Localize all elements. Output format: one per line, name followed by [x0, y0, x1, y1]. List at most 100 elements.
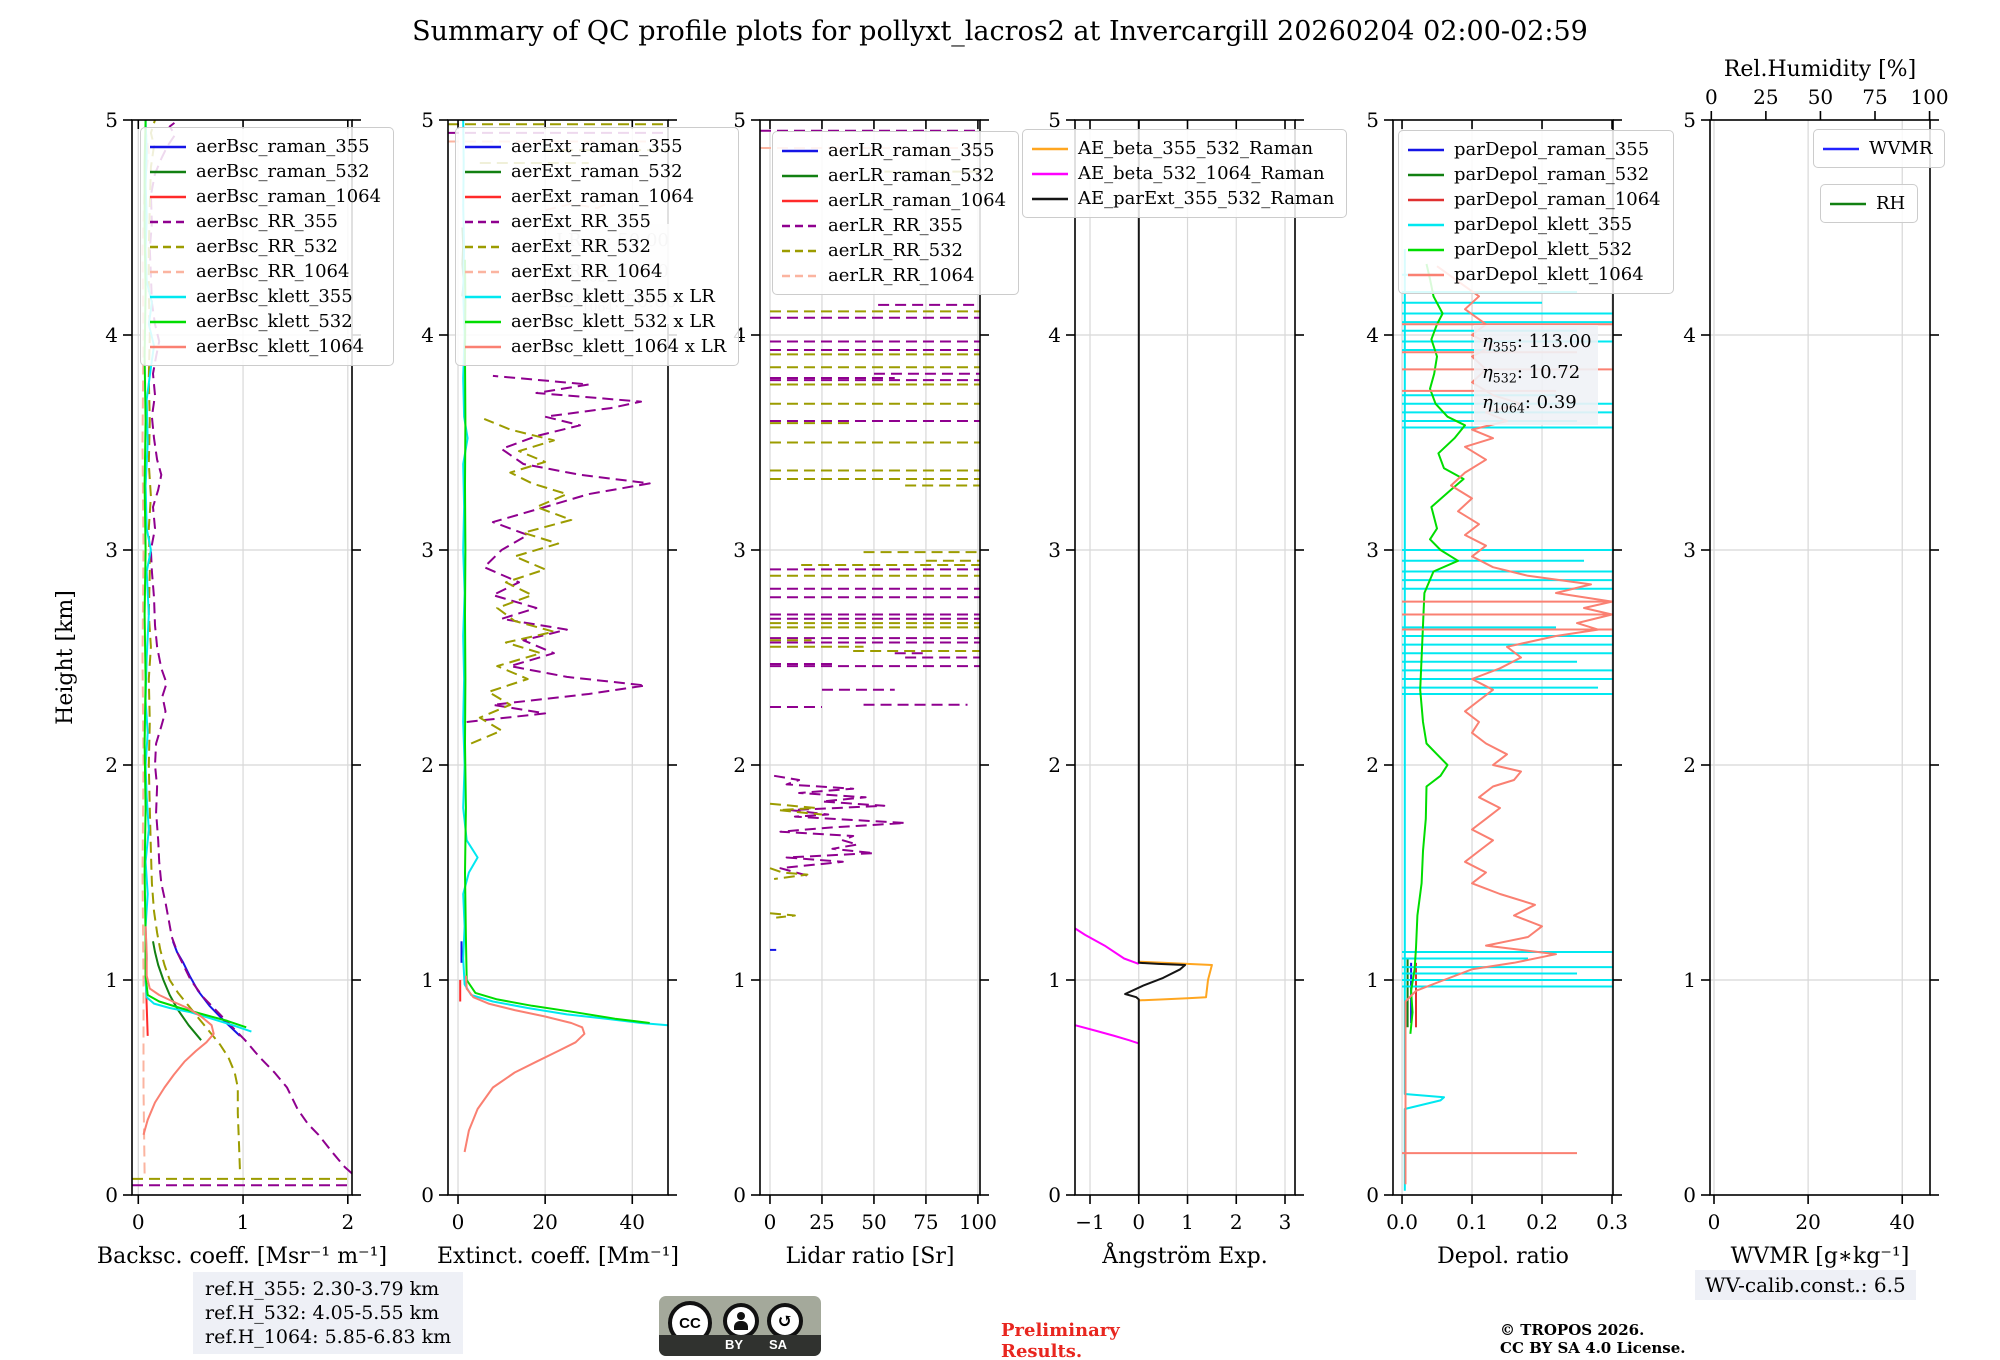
legend-swatch [1408, 198, 1444, 201]
legend-label: aerBsc_raman_1064 [196, 186, 382, 207]
legend-item: parDepol_raman_532 [1408, 162, 1661, 187]
annotation-row: η532: 10.72 [1482, 361, 1581, 386]
x-tick-label: 100 [959, 1210, 997, 1234]
x-tick-label: 20 [1795, 1210, 1820, 1234]
profile-line [466, 374, 651, 723]
legend-item: aerExt_RR_1064 [465, 259, 726, 284]
legend-label: parDepol_klett_1064 [1454, 264, 1644, 285]
legend-label: aerBsc_RR_532 [196, 236, 338, 257]
legend-item: AE_beta_355_532_Raman [1032, 136, 1334, 161]
legend-item: parDepol_klett_355 [1408, 212, 1661, 237]
legend-label: parDepol_klett_532 [1454, 239, 1633, 260]
y-tick-label: 5 [1048, 108, 1061, 132]
top-axis-tick-label: 25 [1753, 85, 1778, 109]
legend-item: aerLR_RR_355 [782, 213, 1006, 238]
legend-label: parDepol_raman_355 [1454, 139, 1650, 160]
legend-item: aerBsc_raman_1064 [150, 184, 381, 209]
legend: parDepol_raman_355 parDepol_raman_532 parD… [1398, 130, 1674, 294]
x-tick-label: 0 [1132, 1210, 1145, 1234]
profile-line [152, 941, 202, 1041]
legend-label: WVMR [1869, 138, 1933, 159]
x-tick-label: 40 [620, 1210, 645, 1234]
legend-item: aerExt_RR_532 [465, 234, 726, 259]
profile-line [773, 774, 907, 878]
profile-line [142, 926, 215, 1136]
legend-item: AE_parExt_355_532_Raman [1032, 186, 1334, 211]
legend-item: aerExt_raman_532 [465, 159, 726, 184]
series-AE_beta_355_532_Raman [1138, 960, 1213, 1002]
legend-label: aerLR_RR_355 [828, 215, 963, 236]
legend-swatch [1408, 173, 1444, 176]
legend-label: aerBsc_klett_532 [196, 311, 353, 332]
y-tick-label: 0 [733, 1183, 746, 1207]
legend: aerExt_raman_355 aerExt_raman_532 aerExt_r… [455, 127, 740, 366]
plot-frame [1074, 119, 1296, 1196]
y-tick-label: 1 [421, 968, 434, 992]
x-tick-label: 20 [532, 1210, 557, 1234]
legend-item: aerExt_RR_355 [465, 209, 726, 234]
cc-by-person-icon [723, 1303, 759, 1339]
y-tick-label: 5 [105, 108, 118, 132]
x-tick-label: 0 [1708, 1210, 1721, 1234]
series-aerBsc_klett_1064 x LR [463, 975, 586, 1153]
legend-item: aerLR_raman_532 [782, 163, 1006, 188]
plot-frame [759, 119, 981, 1196]
series-aerBsc_klett_1064 [142, 926, 215, 1136]
legend-swatch [150, 245, 186, 248]
plot-frame [1709, 119, 1931, 1196]
legend-label: aerLR_raman_1064 [828, 190, 1007, 211]
y-tick-label: 1 [1048, 968, 1061, 992]
legend-item: aerExt_raman_355 [465, 134, 726, 159]
legend-label: aerBsc_raman_532 [196, 161, 370, 182]
y-tick-label: 3 [1048, 538, 1061, 562]
x-axis-label: Backsc. coeff. [Msr⁻¹ m⁻¹] [97, 1244, 387, 1269]
legend: AE_beta_355_532_Raman AE_beta_532_1064_Ra… [1022, 129, 1348, 218]
legend-swatch [465, 220, 501, 223]
plot-angstroem: −1 0 1 2 3 0 1 2 3 4 5 Ångström Exp. [1048, 108, 1304, 1269]
legend-label: aerLR_RR_1064 [828, 265, 975, 286]
cc-sa-label: SA [769, 1337, 788, 1352]
legend-label: aerBsc_klett_355 [196, 286, 353, 307]
y-tick-label: 3 [733, 538, 746, 562]
x-tick-label: 25 [809, 1210, 834, 1234]
y-tick-label: 5 [421, 108, 434, 132]
eta-calibration-annotation: η355: 113.00 η532: 10.72 η1064: 0.39 [1474, 325, 1598, 425]
legend-item: aerBsc_klett_532 [150, 309, 381, 334]
legend-swatch [150, 170, 186, 173]
x-tick-label: 0.2 [1526, 1210, 1558, 1234]
legend-label: RH [1876, 193, 1906, 214]
cc-sa-arrow-icon: ↺ [767, 1303, 803, 1339]
x-tick-label: 0.0 [1386, 1210, 1418, 1234]
legend-label: aerExt_raman_355 [511, 136, 683, 157]
y-tick-label: 4 [1683, 323, 1696, 347]
legend-label: aerBsc_klett_355 x LR [511, 286, 715, 307]
legend-item: aerBsc_RR_532 [150, 234, 381, 259]
profile-line [1074, 1024, 1140, 1045]
y-tick-label: 3 [421, 538, 434, 562]
legend-label: parDepol_klett_355 [1454, 214, 1633, 235]
x-tick-label: 0.1 [1456, 1210, 1488, 1234]
y-tick-label: 2 [1048, 753, 1061, 777]
top-axis-tick-label: 75 [1862, 85, 1887, 109]
y-tick-label: 4 [105, 323, 118, 347]
y-tick-label: 4 [421, 323, 434, 347]
legend-swatch [782, 149, 818, 152]
legend-item: RH [1830, 191, 1905, 216]
y-tick-label: 5 [1683, 108, 1696, 132]
legend-item: WVMR [1823, 136, 1932, 161]
legend-swatch [150, 345, 186, 348]
legend: WVMR [1813, 129, 1946, 168]
legend-swatch [465, 170, 501, 173]
top-axis-tick-label: 100 [1910, 85, 1948, 109]
y-tick-label: 3 [1366, 538, 1379, 562]
plot-wvmr: 0 20 40 0 1 2 3 4 5 WVMR [g∗kg⁻¹] 0 25 50 75 100 Rel.Hu… [1683, 57, 1948, 1269]
x-tick-label: 0 [452, 1210, 465, 1234]
plot-frame [131, 119, 353, 1196]
legend-label: parDepol_raman_532 [1454, 164, 1650, 185]
profile-line [463, 975, 586, 1153]
legend: aerLR_raman_355 aerLR_raman_532 aerLR_rama… [772, 131, 1020, 295]
legend-item: aerLR_raman_1064 [782, 188, 1006, 213]
profile-line [464, 259, 650, 1024]
series-AE_parExt_355_532_Raman [1124, 120, 1187, 1195]
y-tick-label: 1 [1366, 968, 1379, 992]
